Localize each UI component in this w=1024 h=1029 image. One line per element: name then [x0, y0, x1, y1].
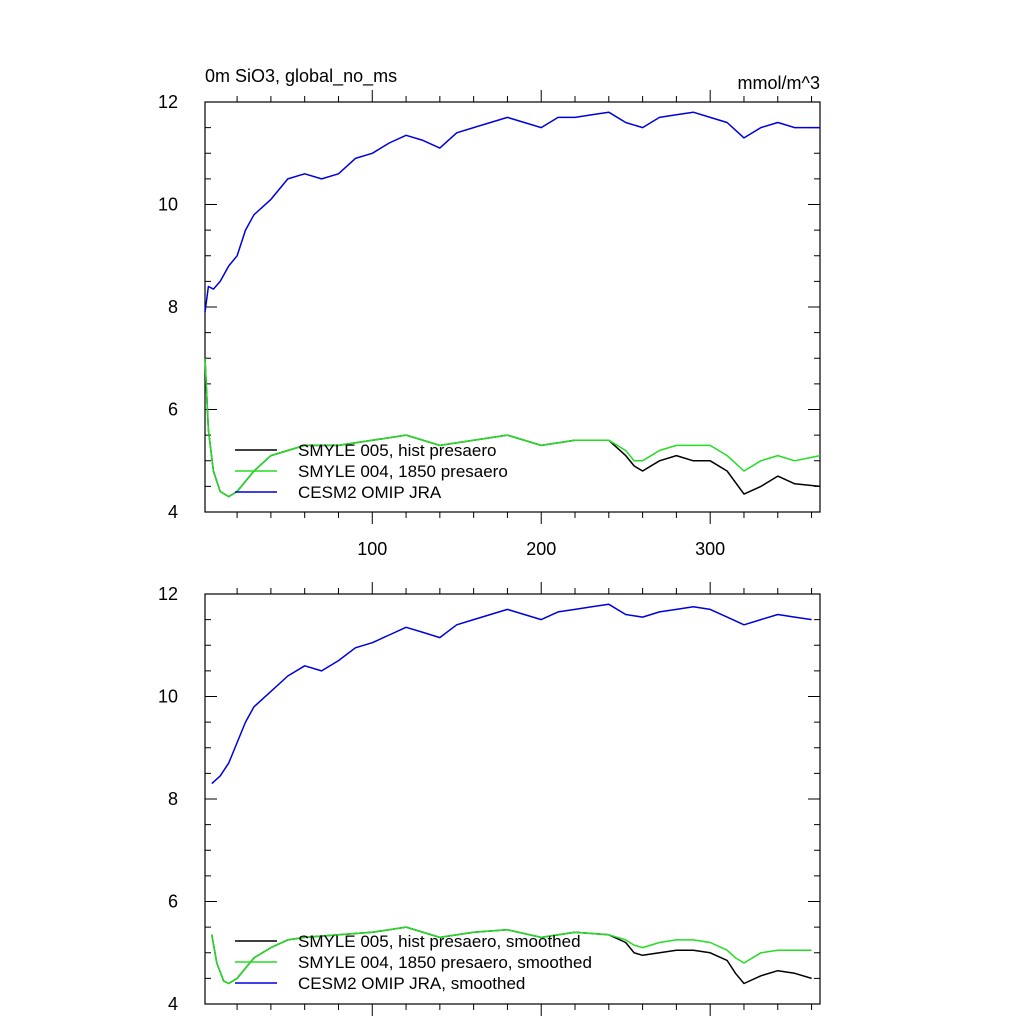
y-tick-label: 8 [168, 789, 178, 809]
legend-label: CESM2 OMIP JRA [298, 483, 442, 502]
y-tick-label: 10 [158, 195, 178, 215]
series-line-3 [204, 111, 820, 313]
legend-label: SMYLE 004, 1850 presaero [298, 462, 508, 481]
legend-label: SMYLE 004, 1850 presaero, smoothed [298, 953, 592, 972]
legend-label: CESM2 OMIP JRA, smoothed [298, 974, 525, 993]
x-tick-label: 300 [695, 539, 725, 559]
panel-top: 4 6 8 10 12 100 200 300 0m SiO3, global_no_ms mmo… [158, 66, 821, 559]
series-line-2 [211, 926, 812, 985]
y-tick-label: 8 [168, 297, 178, 317]
legend-label: SMYLE 005, hist presaero [298, 441, 496, 460]
series-line-2 [204, 358, 821, 498]
units-label: mmol/m^3 [738, 73, 820, 93]
legend-label: SMYLE 005, hist presaero, smoothed [298, 932, 581, 951]
y-tick-label: 6 [168, 400, 178, 420]
panel-bottom: 4 6 8 10 12 SMYLE 005, hist presaero, smoothe… [158, 582, 821, 1016]
y-tick-label: 4 [168, 502, 178, 522]
chart-title: 0m SiO3, global_no_ms [205, 66, 397, 87]
x-tick-label: 100 [357, 539, 387, 559]
y-tick-label: 12 [158, 92, 178, 112]
y-tick-label: 6 [168, 892, 178, 912]
y-tick-label: 10 [158, 687, 178, 707]
x-tick-label: 200 [526, 539, 556, 559]
y-tick-label: 4 [168, 994, 178, 1014]
y-tick-label: 12 [158, 584, 178, 604]
series-line-3 [211, 603, 812, 785]
